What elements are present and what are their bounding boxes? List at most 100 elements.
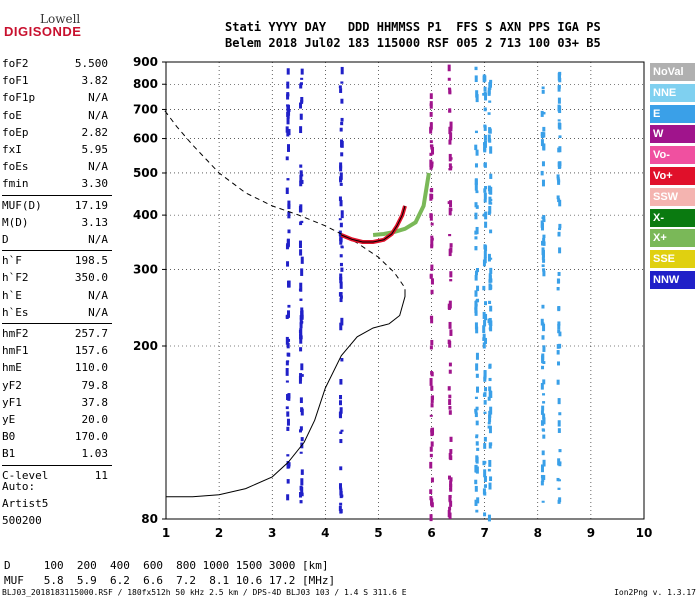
echo-dot [488, 459, 492, 467]
legend-item: SSW [650, 187, 695, 206]
echo-dot [339, 431, 343, 434]
echo-dot [488, 300, 492, 304]
echo-dot [474, 303, 478, 307]
y-tick-label: 900 [133, 55, 158, 69]
echo-dot [430, 315, 434, 324]
echo-dot [483, 125, 487, 131]
header-columns: Stati YYYY DAY DDD HHMMSS P1 FFS S AXN P… [225, 20, 601, 34]
echo-dot [487, 134, 491, 142]
echo-dot [488, 363, 492, 369]
echo-dot [558, 449, 562, 453]
echo-dot [483, 484, 487, 488]
echo-dot [430, 477, 434, 483]
echo-dot [448, 139, 452, 145]
param-row: hmE 110.0 [2, 360, 108, 376]
echo-dot [338, 292, 342, 297]
param-value: 3.82 [81, 74, 109, 88]
echo-dot [449, 436, 453, 442]
echo-dot [298, 240, 302, 249]
echo-dot [448, 207, 452, 216]
echo-dot [474, 310, 478, 316]
echo-dot [483, 250, 487, 258]
file-info-footer: BLJ03_2018183115000.RSF / 180fx512h 50 k… [2, 588, 407, 597]
echo-dot [448, 300, 452, 309]
echo-dot [482, 92, 486, 96]
echo-dot [286, 81, 290, 89]
echo-dot [285, 368, 289, 376]
echo-dot [299, 397, 303, 404]
echo-dot [286, 106, 290, 112]
param-label: foF1 [2, 74, 29, 88]
echo-dot [474, 274, 478, 281]
param-value: 2.82 [81, 125, 109, 139]
echo-dot [299, 126, 303, 134]
echo-dot [541, 365, 545, 370]
echo-dot [483, 192, 487, 200]
echo-dot [285, 244, 289, 250]
echo-dot [448, 369, 452, 374]
echo-dot [557, 321, 561, 326]
echo-dot [300, 256, 304, 264]
param-value: 157.6 [74, 344, 108, 358]
param-row: foEs N/A [2, 159, 108, 175]
echo-dot [489, 173, 493, 179]
echo-dot [488, 283, 492, 291]
echo-dot [339, 254, 343, 258]
echo-dot [558, 331, 562, 337]
echo-dot [299, 170, 303, 177]
echo-dot [488, 425, 492, 434]
echo-dot [287, 462, 291, 467]
echo-dot [541, 161, 545, 167]
echo-dot [339, 508, 343, 514]
echo-dot [488, 127, 492, 134]
echo-dot [487, 112, 491, 115]
param-label: h`Es [2, 305, 29, 319]
echo-dot [286, 178, 290, 181]
echo-dot [449, 500, 453, 507]
echo-dot [447, 339, 451, 344]
echo-dot [448, 108, 452, 113]
param-value: 79.8 [81, 378, 109, 392]
echo-dot [429, 489, 433, 494]
y-tick-label: 300 [133, 262, 158, 276]
echo-dot [285, 406, 289, 410]
echo-dot [449, 157, 453, 160]
echo-dot [474, 75, 478, 83]
echo-dot [541, 179, 545, 187]
echo-dot [339, 222, 343, 228]
param-row: h`Es N/A [2, 305, 108, 321]
echo-dot [449, 243, 453, 248]
echo-dot [557, 279, 561, 283]
echo-dot [299, 485, 303, 491]
echo-dot [541, 500, 545, 503]
echo-dot [338, 400, 342, 406]
echo-dot [482, 325, 486, 333]
echo-dot [286, 411, 290, 417]
echo-dot [542, 379, 546, 385]
echo-dot [286, 426, 290, 431]
echo-dot [338, 505, 342, 511]
echo-dot [299, 451, 303, 454]
header-values: Belem 2018 Jul02 183 115000 RSF 005 2 71… [225, 36, 601, 50]
echo-dot [482, 213, 486, 217]
echo-dot [487, 90, 491, 96]
echo-dot [487, 253, 491, 262]
param-row: yE 20.0 [2, 412, 108, 428]
echo-dot [475, 436, 479, 439]
echo-dot [542, 361, 546, 365]
echo-dot [475, 373, 479, 378]
echo-dot [299, 282, 303, 288]
echo-dot [286, 144, 290, 152]
echo-dot [489, 278, 493, 283]
echo-dot [429, 164, 433, 170]
param-row: foF2 5.500 [2, 56, 108, 72]
echo-dot [541, 89, 545, 94]
echo-dot [558, 479, 562, 482]
echo-dot [483, 443, 487, 449]
echo-dot [558, 227, 562, 231]
echo-dot [430, 396, 434, 403]
echo-dot [557, 428, 561, 433]
param-row: B1 1.03 [2, 446, 108, 462]
echo-dot [483, 198, 487, 203]
